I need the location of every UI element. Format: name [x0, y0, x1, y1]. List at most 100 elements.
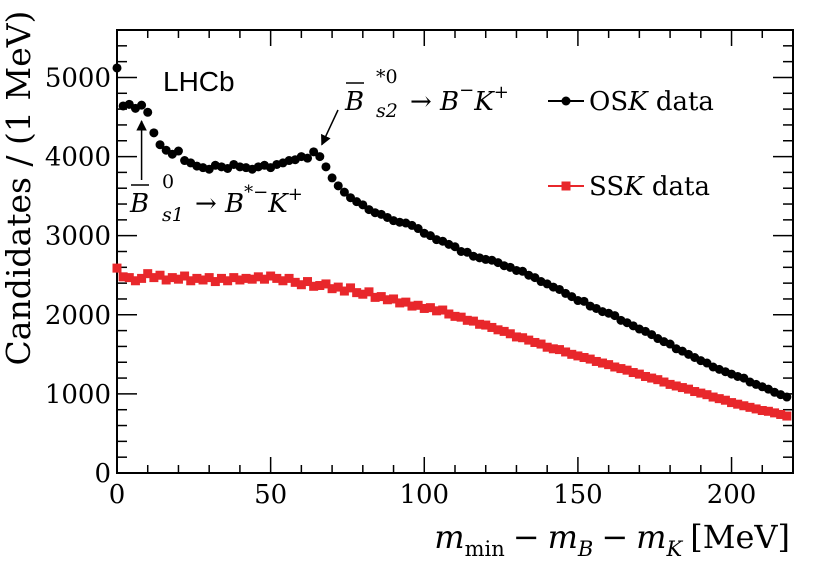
bs2-decay: → B−K+ — [410, 80, 509, 117]
data-point-osk — [333, 181, 343, 191]
data-point-ssk — [118, 272, 128, 282]
x-axis-label: mmin − mB − mK [MeV] — [434, 518, 790, 561]
data-point-ssk — [137, 273, 147, 283]
data-point-osk — [327, 173, 337, 183]
data-point-ssk — [524, 335, 534, 345]
y-axis-label: Candidates / (1 MeV) — [0, 11, 38, 366]
data-point-ssk — [530, 337, 540, 347]
data-point-osk — [610, 311, 620, 321]
data-point-osk — [665, 339, 675, 349]
data-point-osk — [315, 152, 325, 162]
data-point-ssk — [696, 388, 706, 398]
data-point-ssk — [112, 263, 122, 273]
data-point-ssk — [309, 281, 319, 291]
data-point-ssk — [364, 287, 374, 297]
data-point-osk — [155, 140, 165, 150]
data-point-osk — [339, 187, 349, 197]
bs2-superscript: *0 — [376, 66, 398, 88]
data-point-ssk — [352, 288, 362, 298]
x-label-sub-b: B — [577, 537, 593, 561]
data-point-osk — [173, 146, 183, 156]
data-point-ssk — [278, 276, 288, 286]
data-point-ssk — [462, 315, 472, 325]
x-tick-label: 0 — [109, 480, 126, 510]
data-point-ssk — [456, 312, 466, 322]
data-point-ssk — [616, 364, 626, 374]
data-point-ssk — [622, 365, 632, 375]
bs1-decay: → B*−K+ — [195, 182, 303, 219]
data-point-ssk — [567, 349, 577, 359]
data-point-ssk — [536, 339, 546, 349]
data-point-ssk — [235, 275, 245, 285]
data-point-ssk — [432, 306, 442, 316]
x-label-minus1: − — [513, 518, 540, 556]
data-point-osk — [309, 147, 319, 157]
x-label-m2: m — [548, 518, 578, 556]
data-point-ssk — [241, 273, 251, 283]
data-point-ssk — [321, 279, 331, 289]
experiment-label: LHCb — [163, 66, 235, 97]
x-label-sub-k: K — [666, 537, 684, 561]
legend-item-ssk: SSK data — [548, 172, 710, 202]
data-point-ssk — [751, 404, 761, 414]
legend: OSK data SSK data — [548, 87, 714, 202]
legend-item-osk: OSK data — [548, 87, 714, 117]
series-osk — [112, 63, 792, 402]
data-point-ssk — [149, 273, 159, 283]
data-point-osk — [143, 107, 153, 117]
annotation-bs2: B *0 s2 → B−K+ — [344, 66, 509, 122]
bs2-decay-tail: K — [473, 87, 495, 117]
annotation-bs1-text: B — [129, 189, 149, 219]
legend-osk-post: data — [648, 87, 714, 117]
data-point-ssk — [561, 347, 571, 357]
bs1-decay-main: → B — [195, 189, 244, 219]
data-point-ssk — [714, 394, 724, 404]
data-point-ssk — [425, 303, 435, 313]
data-point-ssk — [210, 277, 220, 287]
data-point-osk — [450, 242, 460, 252]
data-point-ssk — [579, 353, 589, 363]
bs2-subscript: s2 — [376, 100, 398, 122]
data-point-osk — [149, 128, 159, 138]
data-point-ssk — [450, 311, 460, 321]
legend-marker-osk — [561, 96, 571, 106]
data-point-ssk — [339, 286, 349, 296]
y-tick-label: 2000 — [45, 301, 111, 331]
data-point-ssk — [628, 368, 638, 378]
data-point-ssk — [720, 395, 730, 405]
data-point-osk — [358, 200, 368, 210]
data-point-osk — [579, 296, 589, 306]
data-point-ssk — [585, 354, 595, 364]
data-point-ssk — [259, 274, 269, 284]
data-point-ssk — [130, 276, 140, 286]
data-point-ssk — [647, 373, 657, 383]
data-point-ssk — [161, 275, 171, 285]
data-point-ssk — [327, 284, 337, 294]
legend-label-osk: OSK data — [589, 87, 714, 117]
bs2-decay-sup: − — [459, 80, 474, 101]
y-tick-label: 0 — [94, 459, 111, 489]
data-point-ssk — [757, 406, 767, 416]
data-point-ssk — [223, 276, 233, 286]
data-point-ssk — [573, 351, 583, 361]
data-point-ssk — [610, 362, 620, 372]
data-point-ssk — [216, 273, 226, 283]
data-point-ssk — [671, 381, 681, 391]
data-point-ssk — [266, 271, 276, 281]
data-point-ssk — [346, 283, 356, 293]
data-point-ssk — [727, 398, 737, 408]
data-point-ssk — [382, 295, 392, 305]
data-point-ssk — [493, 325, 503, 335]
data-point-ssk — [407, 301, 417, 311]
data-point-ssk — [677, 383, 687, 393]
data-point-ssk — [389, 294, 399, 304]
data-point-ssk — [505, 329, 515, 339]
legend-marker-ssk — [561, 181, 571, 191]
data-point-ssk — [554, 345, 564, 355]
data-point-ssk — [247, 274, 257, 284]
x-label-minus2: − — [601, 518, 628, 556]
x-tick-label: 50 — [254, 480, 287, 510]
bs1-decay-tail-sup: + — [288, 184, 303, 205]
data-point-ssk — [739, 401, 749, 411]
bs1-subscript: s1 — [162, 204, 184, 226]
